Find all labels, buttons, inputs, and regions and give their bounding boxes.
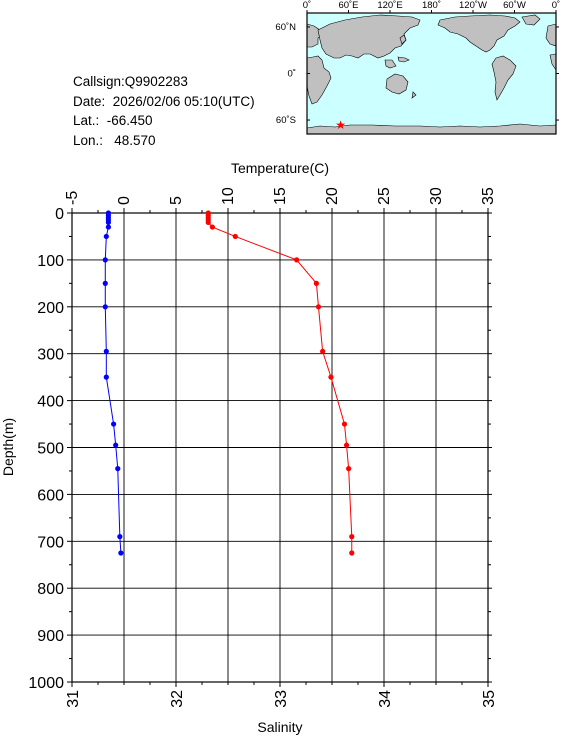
depth-tick-label: 800 [37, 581, 64, 598]
map-lat-label: 60˚S [276, 115, 296, 126]
temperature-point [346, 466, 352, 472]
date-text: Date: 2026/02/06 05:10(UTC) [73, 93, 255, 109]
lon-text: Lon.: 48.570 [73, 132, 156, 148]
depth-tick-label: 700 [37, 534, 64, 551]
depth-tick-label: 200 [37, 300, 64, 317]
temperature-point [313, 280, 319, 286]
temp-tick-label: 25 [376, 187, 393, 205]
temperature-point [328, 374, 334, 380]
station-marker-icon: ★ [335, 118, 346, 132]
map-lon-label: 120˚E [377, 0, 402, 11]
temperature-point [209, 224, 215, 230]
salinity-point [115, 466, 121, 472]
salinity-point [117, 534, 123, 540]
salinity-tick-label: 33 [273, 690, 290, 708]
salinity-point [103, 233, 109, 240]
station-info: Callsign:Q9902283 Date: 2026/02/06 05:10… [73, 72, 255, 150]
salinity-point [105, 219, 111, 225]
temperature-axis-label: Temperature(C) [231, 160, 329, 176]
salinity-point [105, 224, 111, 230]
salinity-point [111, 421, 117, 427]
temperature-point [341, 421, 348, 427]
map-land [307, 14, 556, 134]
temperature-point [349, 534, 355, 540]
temperature-point [205, 219, 211, 225]
salinity-tick-label: 35 [481, 690, 498, 708]
salinity-tick-label: 31 [65, 690, 82, 708]
map-lon-label: 60˚E [338, 0, 358, 11]
temp-tick-label: 20 [324, 187, 341, 205]
temperature-point [343, 442, 350, 448]
callsign-text: Callsign:Q9902283 [73, 74, 188, 89]
temperature-point [294, 257, 300, 263]
temperature-point [232, 233, 238, 240]
salinity-tick-label: 34 [377, 690, 394, 708]
salinity-point [103, 348, 109, 354]
depth-tick-label: 400 [37, 394, 64, 411]
salinity-point [102, 280, 108, 286]
depth-tick-label: 600 [37, 487, 64, 504]
temp-tick-label: 0 [116, 196, 133, 205]
map-lat-label: 0˚ [288, 69, 296, 80]
temp-tick-label: 15 [272, 187, 289, 205]
map-lat-label: 60˚N [275, 22, 296, 33]
salinity-point [118, 550, 124, 556]
depth-tick-label: 900 [37, 628, 64, 645]
salinity-axis-label: Salinity [257, 719, 302, 735]
temperature-point [320, 348, 326, 354]
temp-tick-label: 30 [428, 187, 445, 205]
salinity-point [103, 374, 109, 380]
lat-text: Lat.: -66.450 [73, 113, 153, 128]
temp-tick-label: 5 [168, 196, 185, 205]
temperature-point [315, 304, 322, 310]
depth-tick-label: 1000 [28, 675, 64, 692]
depth-tick-label: 500 [37, 441, 64, 458]
salinity-point [102, 257, 108, 263]
temp-tick-label: -5 [64, 191, 81, 205]
salinity-tick-label: 32 [169, 690, 186, 708]
map-lon-label: 120˚W [459, 0, 487, 11]
temp-tick-label: 10 [220, 187, 237, 205]
salinity-point [113, 442, 119, 448]
depth-axis-label: Depth(m) [0, 418, 16, 476]
salinity-profile-line [104, 213, 122, 554]
depth-tick-label: 300 [37, 347, 64, 364]
map-lon-label: 60˚W [503, 0, 526, 11]
temperature-point [349, 550, 355, 556]
depth-tick-label: 0 [55, 206, 64, 223]
map-lon-label: 0˚ [552, 0, 560, 11]
salinity-point [102, 304, 108, 310]
temp-tick-label: 35 [480, 187, 497, 205]
map-lon-label: 0˚ [303, 0, 311, 11]
depth-tick-label: 100 [37, 253, 64, 270]
map-lon-label: 180˚ [422, 0, 441, 11]
